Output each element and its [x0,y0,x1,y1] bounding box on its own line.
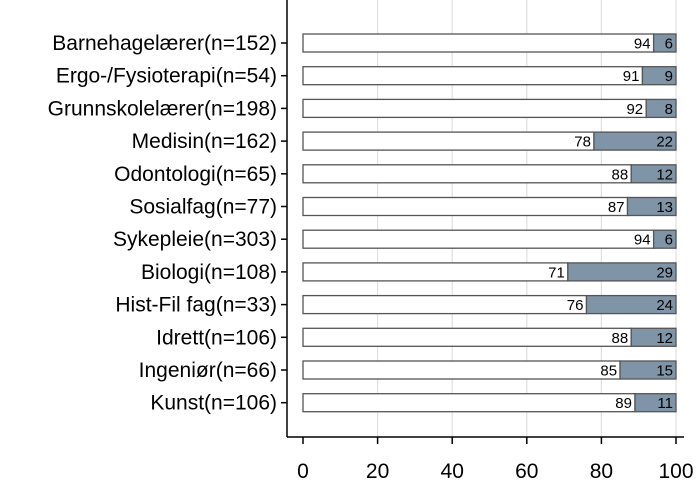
value-label: 6 [665,232,673,249]
value-label: 88 [612,166,629,183]
bar-segment-1 [302,229,655,249]
value-label: 8 [665,101,673,118]
bar-segment-1 [302,393,636,413]
value-label: 87 [608,199,625,216]
category-label: Idrett(n=106) [156,326,277,349]
bar-segment-1 [302,131,595,151]
bar-segment-2 [634,393,677,413]
value-label: 22 [656,134,673,151]
value-label: 94 [634,36,651,53]
category-label: Biologi(n=108) [141,261,277,284]
value-label: 76 [567,297,584,314]
bar-segment-1 [302,196,629,217]
value-label: 85 [600,363,617,380]
x-tick-label: 20 [366,460,389,483]
value-label: 12 [656,166,673,183]
category-label: Barnehagelærer(n=152) [52,32,277,55]
value-label: 92 [626,101,643,118]
x-tick-label: 40 [441,460,464,483]
value-label: 12 [656,330,673,347]
bar-segment-2 [645,98,677,119]
category-label: Sosialfag(n=77) [129,196,277,219]
x-tick-label: 100 [658,460,693,483]
bar-segment-2 [630,164,677,184]
category-label: Ergo-/Fysioterapi(n=54) [56,65,277,88]
value-label: 78 [574,134,591,151]
bar-segment-1 [302,294,588,315]
bar-segment-2 [585,294,677,315]
value-label: 29 [656,264,673,281]
value-label: 94 [634,232,651,249]
category-label: Kunst(n=106) [150,392,277,415]
category-label: Medisin(n=162) [132,130,277,153]
value-label: 9 [665,68,673,85]
bar-segment-1 [302,98,647,119]
category-label: Hist-Fil fag(n=33) [115,294,277,317]
bar-segment-2 [652,33,677,53]
bar-segment-2 [619,360,677,380]
bar-segment-1 [302,66,644,86]
value-label: 91 [623,68,640,85]
x-tick-label: 0 [297,460,309,483]
category-label: Sykepleie(n=303) [113,228,277,251]
bar-segment-1 [302,33,655,53]
value-label: 24 [656,297,673,314]
bar-segment-1 [302,327,632,347]
value-label: 11 [657,395,673,412]
bar-segment-1 [302,262,569,282]
bar-segment-2 [630,327,677,347]
bar-segment-1 [302,360,621,380]
value-label: 6 [665,36,673,53]
value-label: 13 [656,199,673,216]
category-label: Grunnskolelærer(n=198) [48,97,277,120]
category-label: Ingeniør(n=66) [139,359,277,382]
bar-segment-1 [302,164,632,184]
value-label: 88 [612,330,629,347]
category-label: Odontologi(n=65) [114,163,277,186]
x-tick-label: 60 [515,460,538,483]
value-label: 15 [656,363,673,380]
value-label: 89 [615,395,632,412]
value-label: 71 [548,264,565,281]
bar-segment-2 [652,229,677,249]
x-tick-label: 80 [590,460,613,483]
bar-segment-2 [626,196,677,217]
bar-segment-2 [641,66,677,86]
bar-segment-2 [567,262,677,282]
bar-segment-2 [593,131,677,151]
